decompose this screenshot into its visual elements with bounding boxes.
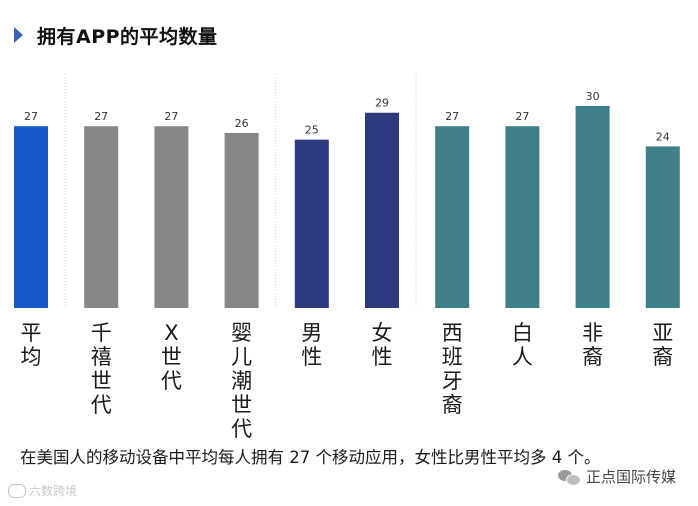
value-label-7: 27 — [515, 110, 529, 123]
bar-5 — [365, 112, 399, 308]
watermark-left-text: 六数跨境 — [29, 484, 78, 498]
value-label-2: 27 — [164, 110, 178, 123]
bar-6 — [435, 126, 470, 308]
bar-0 — [14, 126, 48, 308]
value-label-8: 30 — [586, 90, 600, 103]
watermark-logo-icon — [8, 483, 26, 498]
value-label-5: 29 — [375, 97, 389, 110]
bar-4 — [294, 139, 329, 308]
value-label-4: 25 — [305, 124, 319, 137]
bar-8 — [575, 106, 610, 308]
bar-chart: 27 平均 27 千禧世代 27 X 世代 26 婴儿潮世代 25 男性 29 女性 27 西班牙裔 27 白人… — [14, 74, 680, 440]
category-label-3: 婴儿潮世代 — [231, 321, 252, 440]
bar-9 — [645, 146, 680, 308]
bar-1 — [84, 126, 119, 308]
chart-title: 拥有APP的平均数量 — [14, 20, 218, 50]
value-label-9: 24 — [656, 130, 670, 143]
wechat-icon — [557, 469, 581, 486]
category-label-1: 千禧世代 — [91, 321, 112, 417]
category-label-4: 男性 — [301, 321, 322, 369]
category-label-8: 非裔 — [582, 321, 603, 369]
bar-2 — [154, 126, 189, 308]
watermark-right: 正点国际传媒 — [557, 466, 676, 487]
chart-footnote: 在美国人的移动设备中平均每人拥有 27 个移动应用，女性比男性平均多 4 个。 — [20, 448, 601, 467]
watermark-right-text: 正点国际传媒 — [585, 468, 676, 486]
title-marker-icon — [14, 27, 23, 43]
watermark-left: 六数跨境 — [8, 482, 77, 499]
value-label-1: 27 — [94, 110, 108, 123]
chart-title-text: 拥有APP的平均数量 — [37, 25, 218, 48]
value-label-0: 27 — [24, 110, 38, 123]
value-label-6: 27 — [445, 110, 459, 123]
category-label-6: 西班牙裔 — [442, 321, 463, 417]
bar-7 — [505, 126, 540, 308]
value-label-3: 26 — [235, 117, 249, 130]
category-label-9: 亚裔 — [652, 321, 673, 369]
category-label-0: 平均 — [21, 321, 42, 369]
category-label-5: 女性 — [372, 321, 393, 369]
bar-3 — [224, 132, 259, 308]
category-label-7: 白人 — [512, 321, 533, 369]
category-label-2: X 世代 — [161, 321, 182, 393]
